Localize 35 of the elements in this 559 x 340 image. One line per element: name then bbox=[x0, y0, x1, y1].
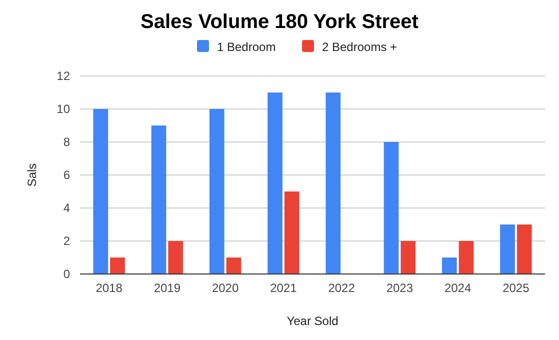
y-tick-label: 0 bbox=[63, 267, 70, 281]
x-axis-title: Year Sold bbox=[286, 314, 338, 328]
bar bbox=[226, 258, 242, 274]
y-tick-label: 12 bbox=[56, 69, 70, 83]
bar bbox=[442, 258, 457, 274]
bar bbox=[151, 126, 166, 274]
bar bbox=[458, 241, 474, 274]
bar bbox=[110, 258, 125, 274]
y-axis-title: Sals bbox=[25, 163, 39, 187]
bar bbox=[93, 109, 108, 274]
y-tick-label: 10 bbox=[56, 102, 70, 116]
bar bbox=[516, 224, 532, 274]
bar bbox=[500, 224, 515, 274]
bar bbox=[168, 241, 184, 274]
x-tick-label: 2020 bbox=[212, 281, 239, 295]
x-tick-label: 2018 bbox=[96, 281, 123, 295]
legend-label: 1 Bedroom bbox=[217, 40, 276, 54]
x-tick-label: 2025 bbox=[502, 281, 530, 295]
x-tick-label: 2024 bbox=[444, 281, 472, 295]
bar bbox=[400, 241, 416, 274]
bar bbox=[209, 109, 224, 274]
y-tick-label: 4 bbox=[63, 201, 70, 215]
x-tick-label: 2021 bbox=[270, 281, 298, 295]
bar bbox=[384, 142, 399, 274]
bar bbox=[284, 192, 300, 274]
y-tick-label: 6 bbox=[63, 168, 70, 182]
bar bbox=[268, 92, 282, 274]
x-tick-label: 2023 bbox=[386, 281, 414, 295]
y-tick-label: 8 bbox=[63, 135, 70, 149]
legend-label: 2 Bedrooms + bbox=[322, 40, 398, 54]
bar bbox=[326, 92, 341, 274]
y-tick-label: 2 bbox=[63, 234, 70, 248]
x-tick-label: 2019 bbox=[154, 281, 181, 295]
chart-title: Sales Volume 180 York Street bbox=[140, 11, 419, 33]
x-tick-label: 2022 bbox=[328, 281, 356, 295]
